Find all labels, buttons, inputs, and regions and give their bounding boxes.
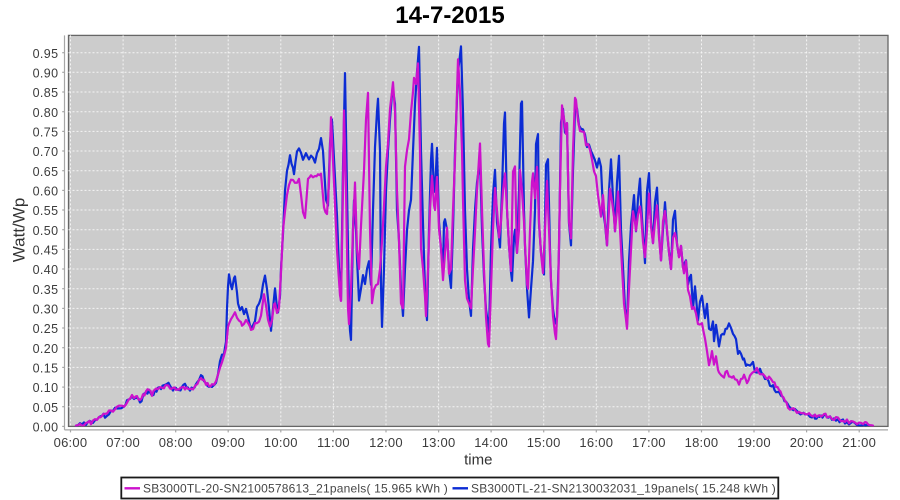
svg-text:14:00: 14:00 xyxy=(474,435,508,450)
svg-text:08:00: 08:00 xyxy=(159,435,193,450)
svg-text:0.80: 0.80 xyxy=(33,106,59,120)
svg-text:0.15: 0.15 xyxy=(33,362,59,376)
svg-text:19:00: 19:00 xyxy=(737,435,771,450)
svg-text:0.85: 0.85 xyxy=(33,86,59,100)
svg-text:0.05: 0.05 xyxy=(33,401,59,415)
svg-text:13:00: 13:00 xyxy=(422,435,456,450)
svg-text:Watt/Wp: Watt/Wp xyxy=(10,198,29,263)
svg-text:14-7-2015: 14-7-2015 xyxy=(395,2,504,29)
svg-text:0.45: 0.45 xyxy=(33,244,59,258)
svg-text:0.35: 0.35 xyxy=(33,283,59,297)
svg-text:15:00: 15:00 xyxy=(527,435,561,450)
svg-text:11:00: 11:00 xyxy=(317,435,350,450)
svg-text:0.10: 0.10 xyxy=(33,381,59,395)
svg-text:0.75: 0.75 xyxy=(33,126,59,140)
svg-text:0.30: 0.30 xyxy=(33,303,59,317)
svg-text:12:00: 12:00 xyxy=(369,435,403,450)
svg-text:0.50: 0.50 xyxy=(33,224,59,238)
svg-text:0.00: 0.00 xyxy=(33,421,59,435)
svg-text:SB3000TL-20-SN2100578613_21pan: SB3000TL-20-SN2100578613_21panels( 15.96… xyxy=(143,482,448,496)
svg-text:16:00: 16:00 xyxy=(579,435,613,450)
svg-text:21:00: 21:00 xyxy=(842,435,876,450)
svg-text:0.70: 0.70 xyxy=(33,145,59,159)
svg-text:0.90: 0.90 xyxy=(33,66,59,80)
svg-text:time: time xyxy=(464,451,492,468)
svg-text:0.60: 0.60 xyxy=(33,185,59,199)
svg-text:07:00: 07:00 xyxy=(106,435,140,450)
svg-text:0.55: 0.55 xyxy=(33,204,59,218)
svg-text:20:00: 20:00 xyxy=(790,435,824,450)
svg-text:0.95: 0.95 xyxy=(33,47,59,61)
svg-text:0.20: 0.20 xyxy=(33,342,59,356)
svg-text:10:00: 10:00 xyxy=(264,435,298,450)
svg-text:06:00: 06:00 xyxy=(54,435,88,450)
svg-text:17:00: 17:00 xyxy=(632,435,666,450)
svg-text:SB3000TL-21-SN2130032031_19pan: SB3000TL-21-SN2130032031_19panels( 15.24… xyxy=(471,482,776,496)
svg-text:18:00: 18:00 xyxy=(685,435,719,450)
svg-text:09:00: 09:00 xyxy=(211,435,245,450)
svg-text:0.40: 0.40 xyxy=(33,263,59,277)
svg-text:0.65: 0.65 xyxy=(33,165,59,179)
svg-text:0.25: 0.25 xyxy=(33,322,59,336)
